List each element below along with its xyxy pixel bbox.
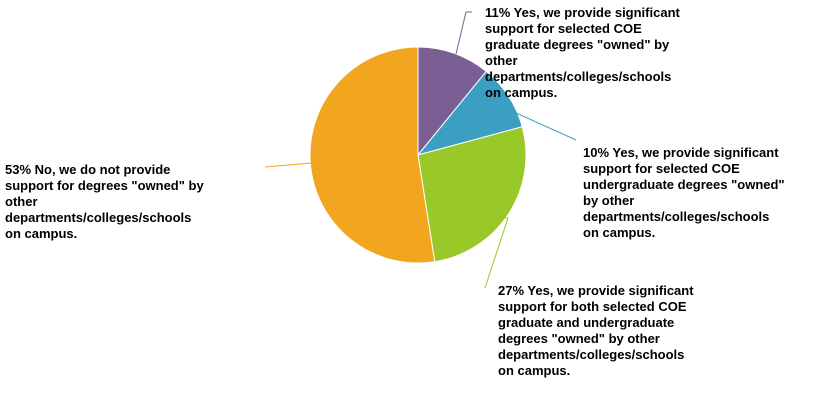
- slice-label-no-support: 53% No, we do not provide support for de…: [5, 162, 204, 241]
- leader-line-graduate-support: [455, 11, 472, 55]
- slice-label-undergraduate-support: 10% Yes, we provide significant support …: [583, 145, 785, 240]
- leader-lines: [264, 11, 577, 289]
- pie-slice-both-support: [417, 126, 527, 263]
- slice-label-both-support: 27% Yes, we provide significant support …: [498, 283, 694, 378]
- slice-label-graduate-support: 11% Yes, we provide significant support …: [485, 5, 680, 100]
- pie-slices: [309, 46, 527, 264]
- pie-slice-graduate-support: [417, 46, 487, 157]
- pie-slice-no-support: [309, 46, 436, 264]
- leader-line-both-support: [484, 217, 509, 289]
- leader-line-undergraduate-support: [486, 91, 577, 141]
- leader-line-no-support: [264, 162, 313, 168]
